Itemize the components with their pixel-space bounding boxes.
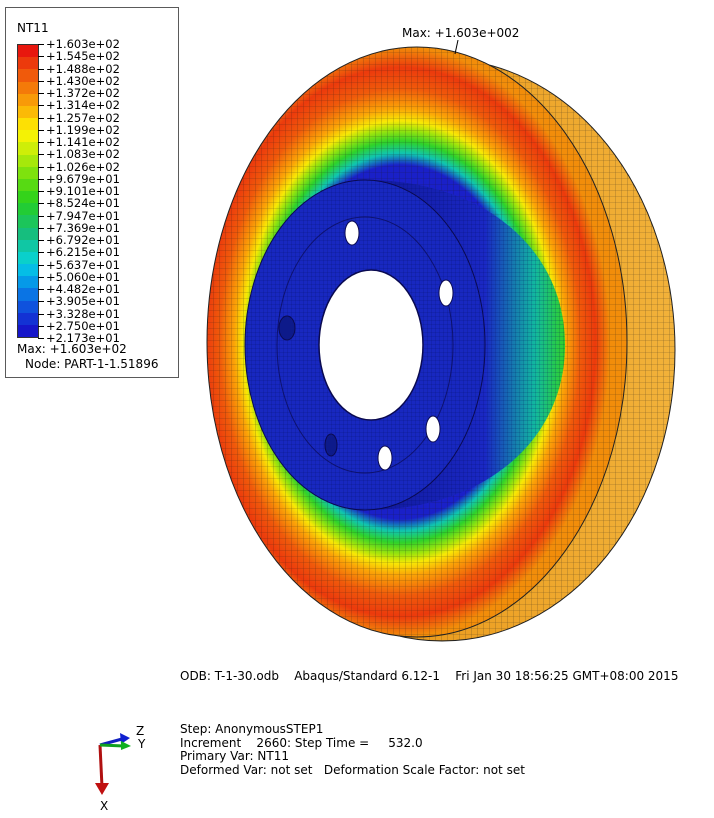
axis-x-label: X: [100, 799, 109, 813]
legend-value-label: +4.482e+01: [46, 282, 120, 296]
max-value-label: Max: +1.603e+002: [402, 26, 520, 40]
legend-tick: [38, 105, 44, 107]
axis-y-label: Y: [138, 737, 146, 751]
legend-color-band: [18, 178, 38, 192]
legend-value-label: +1.314e+02: [46, 98, 120, 113]
legend-tick: [38, 166, 44, 168]
legend-color-band: [18, 251, 38, 265]
legend-value-label: +7.369e+01: [46, 220, 120, 235]
legend-color-band: [18, 81, 38, 94]
legend-tick: [38, 240, 44, 241]
legend-value-label: +1.026e+02: [46, 159, 120, 174]
legend-color-band: [18, 276, 38, 289]
legend-value-label: +2.173e+01: [46, 331, 120, 345]
legend-color-band: [18, 93, 38, 106]
legend-tick: [38, 44, 44, 45]
legend-tick: [38, 117, 44, 119]
legend-color-band: [18, 288, 38, 301]
legend-value-label: +5.060e+01: [46, 269, 120, 284]
axis-z-label: Z: [136, 724, 145, 738]
legend-tick: [38, 276, 44, 278]
legend-value-label: +1.257e+02: [46, 110, 120, 125]
legend-color-band: [18, 142, 38, 155]
deformed-var-info: Deformed Var: not set Deformation Scale …: [180, 762, 525, 777]
legend-title: NT11: [17, 21, 49, 35]
legend-color-band: [18, 312, 38, 325]
step-info: Step: AnonymousSTEP1: [180, 722, 324, 736]
legend-tick: [38, 227, 44, 229]
legend-tick: [38, 68, 44, 70]
legend-value-label: +1.488e+02: [46, 61, 120, 76]
legend-value-label: +1.430e+02: [46, 73, 120, 88]
legend-tick: [38, 215, 44, 217]
legend-value-label: +3.328e+01: [46, 306, 120, 321]
legend-value-label: +2.750e+01: [46, 318, 120, 333]
legend-tick: [38, 289, 44, 290]
legend-tick: [38, 252, 44, 254]
legend-value-label: +8.524e+01: [46, 196, 120, 211]
legend-color-band: [18, 105, 38, 119]
legend-value-label: +6.215e+01: [46, 245, 120, 260]
legend-color-band: [18, 215, 38, 228]
legend-color-band: [18, 57, 38, 70]
legend-color-band: [18, 264, 38, 277]
legend-color-band: [18, 130, 38, 143]
legend-tick: [38, 154, 44, 156]
legend-value-label: +9.679e+01: [46, 171, 120, 186]
legend-value-label: +1.545e+02: [46, 49, 120, 64]
legend-color-bar: [17, 44, 39, 338]
legend-tick: [38, 191, 44, 192]
contour-legend: NT11 +1.603e+02 +1.545e+02 +1.488e+02 +1.43…: [5, 7, 179, 378]
coordinate-triad: [95, 733, 131, 795]
legend-value-label: +9.101e+01: [46, 184, 120, 198]
legend-tick: [38, 93, 44, 94]
legend-value-label: +1.372e+02: [46, 86, 120, 100]
legend-color-band: [18, 239, 38, 252]
legend-max-value: Max: +1.603e+02: [17, 342, 127, 356]
legend-value-label: +1.083e+02: [46, 147, 120, 162]
legend-color-band: [18, 118, 38, 131]
legend-value-label: +7.947e+01: [46, 208, 120, 223]
legend-color-band: [18, 191, 38, 204]
legend-tick: [38, 325, 44, 327]
legend-value-label: +5.637e+01: [46, 257, 120, 272]
legend-value-label: +3.905e+01: [46, 294, 120, 309]
legend-value-label: +1.141e+02: [46, 135, 120, 149]
legend-value-label: +1.199e+02: [46, 122, 120, 137]
odb-info-line: ODB: T-1-30.odb Abaqus/Standard 6.12-1 F…: [180, 669, 679, 683]
legend-color-band: [18, 69, 38, 82]
increment-info: Increment 2660: Step Time = 532.0: [180, 735, 423, 750]
primary-var-info: Primary Var: NT11: [180, 749, 289, 763]
legend-color-band: [18, 203, 38, 216]
legend-value-label: +6.792e+01: [46, 233, 120, 247]
legend-tick: [38, 56, 44, 58]
legend-tick: [38, 178, 44, 180]
brake-disc-model[interactable]: [195, 40, 685, 650]
legend-tick: [38, 313, 44, 315]
legend-tick: [38, 203, 44, 205]
legend-color-band: [18, 324, 38, 338]
legend-value-label: +1.603e+02: [46, 37, 120, 51]
legend-color-band: [18, 45, 38, 58]
legend-color-band: [18, 300, 38, 313]
legend-tick: [38, 129, 44, 131]
legend-color-band: [18, 166, 38, 179]
legend-color-band: [18, 227, 38, 240]
legend-tick: [38, 142, 44, 143]
legend-max-node: Node: PART-1-1.51896: [25, 357, 159, 371]
legend-tick: [38, 264, 44, 266]
legend-tick: [38, 338, 44, 339]
legend-color-band: [18, 154, 38, 167]
legend-tick: [38, 80, 44, 82]
legend-tick: [38, 301, 44, 303]
